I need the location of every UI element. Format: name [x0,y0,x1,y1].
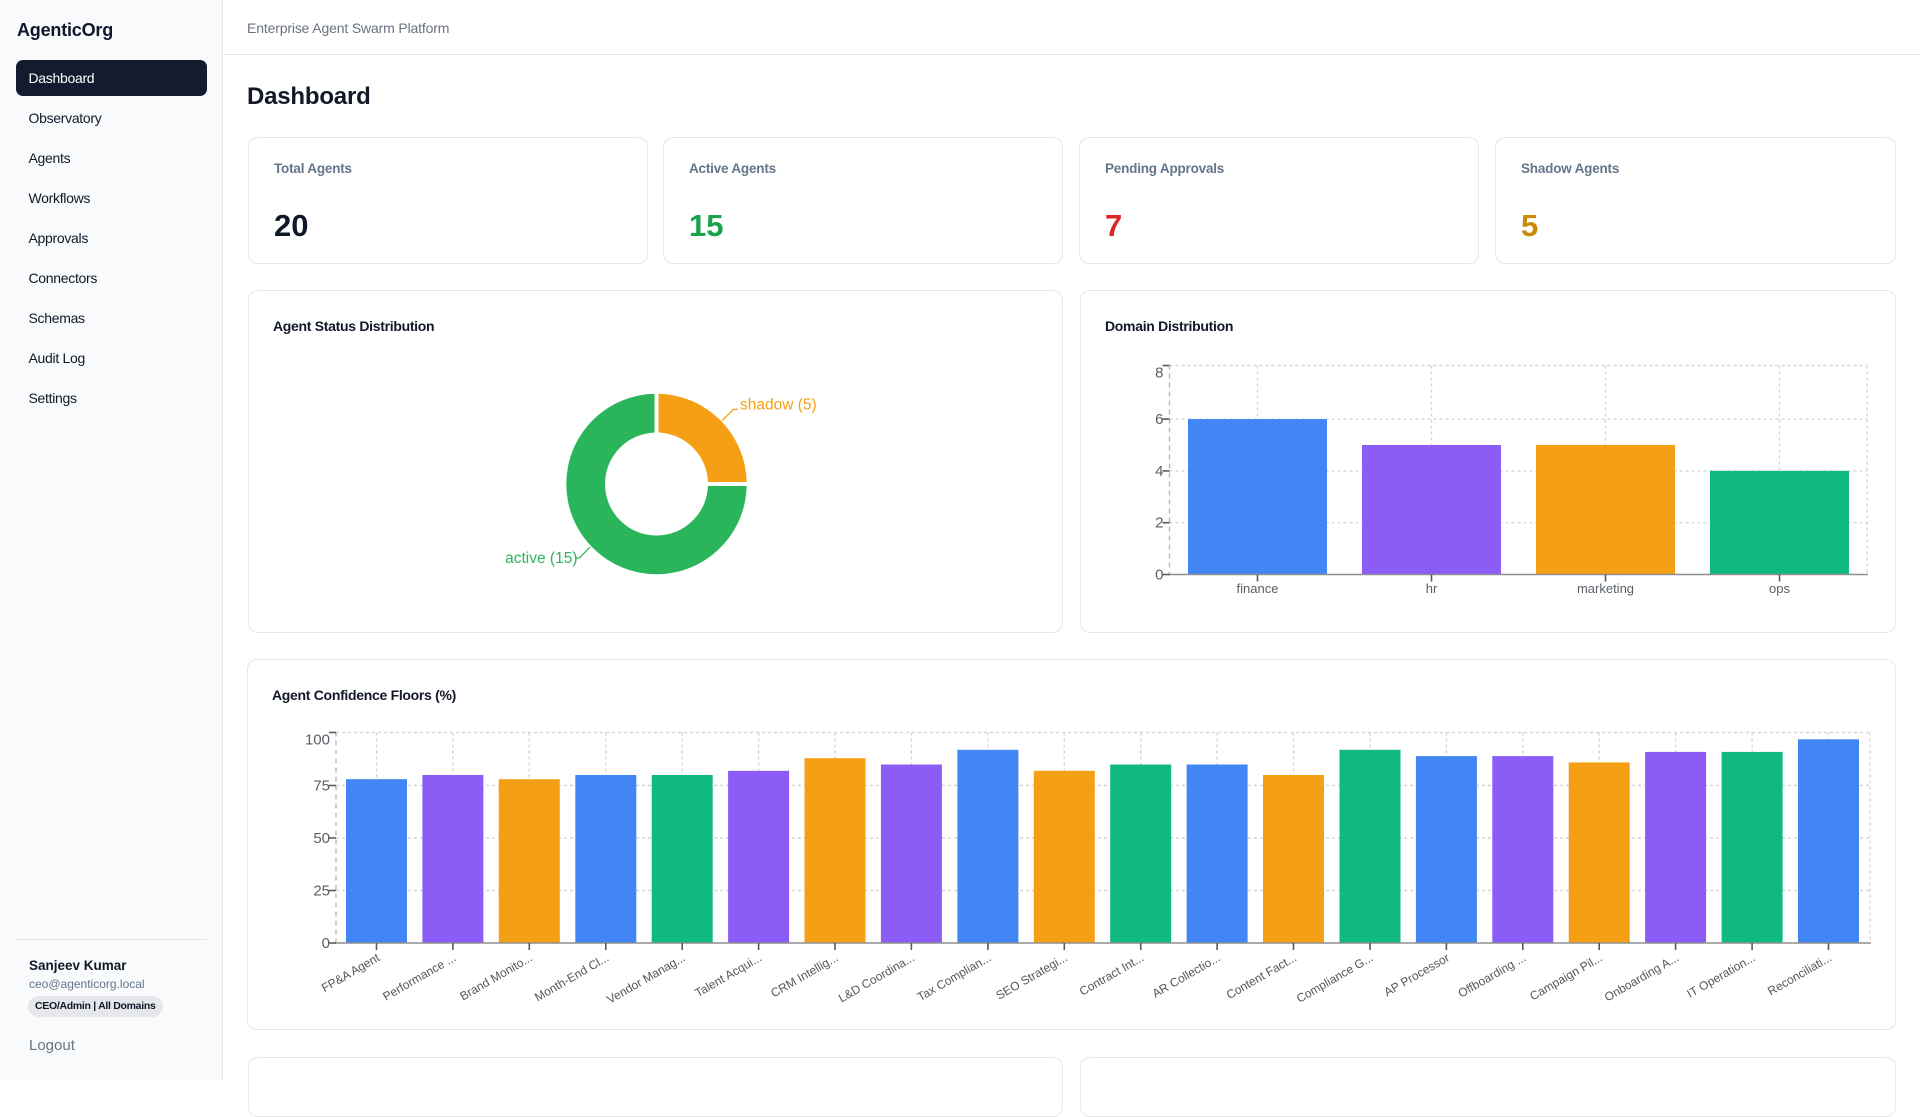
svg-text:6: 6 [1155,411,1163,428]
svg-text:Vendor Manag...: Vendor Manag... [604,950,687,1006]
svg-text:L&D Coordina...: L&D Coordina... [836,950,917,1005]
svg-text:Brand Monito...: Brand Monito... [457,950,534,1003]
svg-text:FP&A Agent: FP&A Agent [319,950,383,995]
svg-text:AP Processor: AP Processor [1382,950,1452,999]
svg-text:0: 0 [322,935,330,952]
svg-text:Compliance G...: Compliance G... [1294,950,1376,1005]
svg-text:Reconciliati...: Reconciliati... [1765,950,1834,998]
svg-text:ops: ops [1769,581,1790,596]
svg-text:Contract Int...: Contract Int... [1077,950,1146,998]
svg-text:hr: hr [1426,581,1438,596]
svg-text:Tax Complian...: Tax Complian... [915,950,994,1003]
svg-text:0: 0 [1155,567,1163,584]
svg-text:finance: finance [1237,581,1279,596]
svg-text:2: 2 [1155,515,1163,532]
svg-text:25: 25 [313,883,330,900]
svg-text:50: 50 [313,830,330,847]
svg-text:Talent Acqui...: Talent Acqui... [692,950,764,999]
svg-text:Performance ...: Performance ... [380,950,458,1003]
svg-text:4: 4 [1155,463,1163,480]
svg-text:8: 8 [1155,365,1163,382]
svg-text:Content Fact...: Content Fact... [1224,950,1299,1001]
svg-text:75: 75 [313,778,330,795]
svg-text:IT Operation...: IT Operation... [1684,950,1757,1000]
svg-text:Month-End Cl...: Month-End Cl... [532,950,611,1004]
svg-text:100: 100 [305,732,330,749]
svg-text:SEO Strategi...: SEO Strategi... [993,950,1069,1002]
svg-text:Campaign Pil...: Campaign Pil... [1527,950,1604,1003]
svg-text:shadow (5): shadow (5) [740,397,817,414]
svg-text:marketing: marketing [1577,581,1634,596]
svg-text:Onboarding A...: Onboarding A... [1602,950,1681,1004]
svg-text:Offboarding ...: Offboarding ... [1456,950,1529,1000]
svg-text:AR Collectio...: AR Collectio... [1150,950,1223,1000]
svg-text:CRM Intellig...: CRM Intellig... [768,950,840,1000]
svg-text:active (15): active (15) [505,550,577,567]
